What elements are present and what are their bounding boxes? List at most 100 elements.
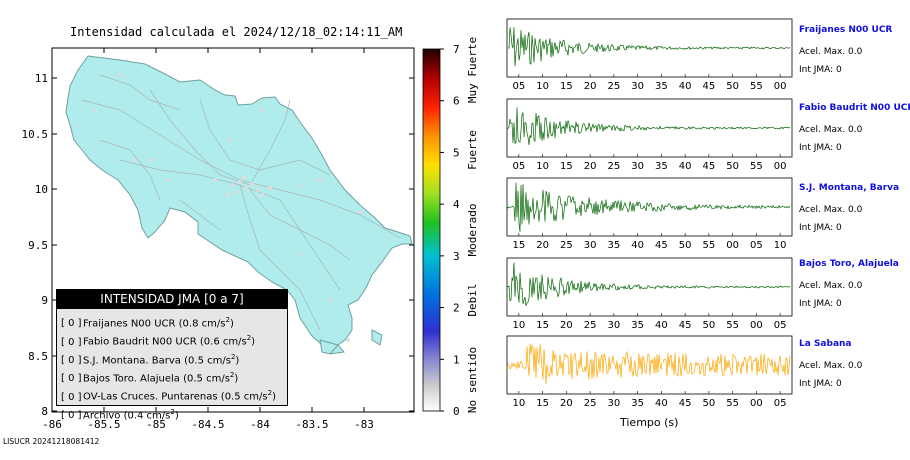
time-tick-label: 25 <box>608 161 621 172</box>
time-tick-label: 15 <box>560 161 573 172</box>
waveform-trace <box>507 262 791 306</box>
time-tick-label: 25 <box>560 240 573 251</box>
scale-category-label: Debil <box>466 283 479 316</box>
time-tick-label: 55 <box>703 240 716 251</box>
time-tick-label: 05 <box>513 161 526 172</box>
time-tick-label: 00 <box>774 81 787 92</box>
time-tick-label: 15 <box>513 240 526 251</box>
scale-tick-label: 7 <box>453 43 460 56</box>
time-tick-label: 30 <box>631 161 644 172</box>
time-tick-label: 20 <box>584 161 597 172</box>
time-tick-label: 25 <box>584 320 597 331</box>
lon-tick-label: -85 <box>146 418 166 431</box>
jma-intensity: Int JMA: 0 <box>799 223 842 233</box>
time-tick-label: 40 <box>631 240 644 251</box>
scale-category-label: Moderado <box>466 204 479 257</box>
time-tick-label: 00 <box>726 240 739 251</box>
legend-item: [ 0 ]Bajos Toro. Alajuela (0.5 cm/s2) <box>61 370 239 385</box>
legend-item: [ 0 ]Fabio Baudrit N00 UCR (0.6 cm/s2) <box>61 334 256 348</box>
time-tick-label: 15 <box>560 81 573 92</box>
time-tick-label: 35 <box>655 161 668 172</box>
max-acceleration: Acel. Max. 0.0 <box>799 361 863 371</box>
jma-intensity: Int JMA: 0 <box>799 379 842 389</box>
legend-title: INTENSIDAD JMA [0 a 7] <box>57 290 287 309</box>
time-tick-label: 35 <box>631 320 644 331</box>
time-tick-label: 50 <box>726 161 739 172</box>
scale-tick-label: 6 <box>453 95 460 108</box>
waveform-panel: 10 15 20 25 30 35 40 45 50 55 00 05 <box>506 335 793 409</box>
lat-tick-label: 11 <box>35 72 48 85</box>
lon-tick-label: -86 <box>42 418 62 431</box>
scale-category-label: No sentido <box>466 347 479 413</box>
scale-category-label: Fuerte <box>466 130 479 170</box>
time-tick-label: 25 <box>608 81 621 92</box>
jma-intensity: Int JMA: 0 <box>799 299 842 309</box>
scale-tick-label: 2 <box>453 302 460 315</box>
jma-intensity: Int JMA: 0 <box>799 65 842 75</box>
map-title: Intensidad calculada el 2024/12/18_02:14… <box>70 25 403 39</box>
time-tick-label: 55 <box>726 398 739 409</box>
time-tick-label: 45 <box>655 240 668 251</box>
scale-tick-label: 3 <box>453 250 460 263</box>
time-tick-label: 55 <box>726 320 739 331</box>
lat-tick-label: 9 <box>41 294 48 307</box>
time-tick-label: 05 <box>513 81 526 92</box>
lon-tick-label: -83.5 <box>295 418 328 431</box>
time-tick-label: 40 <box>655 398 668 409</box>
time-tick-label: 50 <box>703 398 716 409</box>
time-tick-label: 10 <box>513 398 526 409</box>
scale-tick-label: 0 <box>453 405 460 418</box>
time-tick-label: 20 <box>536 240 549 251</box>
scale-category-label: Muy Fuerte <box>466 37 479 103</box>
footer-id: LISUCR 20241218081412 <box>3 437 100 446</box>
station-name: S.J. Montana, Barva <box>799 183 900 193</box>
station-points <box>93 73 362 342</box>
time-tick-label: 20 <box>584 81 597 92</box>
waveform-panel: 15 20 25 30 35 40 45 50 55 00 05 10 <box>506 177 793 251</box>
station-name: Fraijanes N00 UCR <box>799 25 893 35</box>
time-tick-label: 20 <box>560 398 573 409</box>
lat-tick-label: 8 <box>41 405 48 418</box>
time-tick-label: 50 <box>726 81 739 92</box>
time-tick-label: 20 <box>560 320 573 331</box>
max-acceleration: Acel. Max. 0.0 <box>799 47 863 57</box>
time-tick-label: 35 <box>608 240 621 251</box>
lat-tick-label: 10 <box>35 183 48 196</box>
scale-tick-label: 5 <box>453 146 460 159</box>
time-axis-label: Tiempo (s) <box>620 416 679 429</box>
time-tick-label: 55 <box>750 81 763 92</box>
time-tick-label: 55 <box>750 161 763 172</box>
time-tick-label: 45 <box>679 320 692 331</box>
waveform-trace <box>507 343 791 385</box>
time-tick-label: 45 <box>703 81 716 92</box>
waveform-trace <box>507 107 791 145</box>
waveform-trace <box>507 27 791 67</box>
waveform-panel: 10 15 20 25 30 35 40 45 50 55 00 05 <box>506 257 793 331</box>
time-tick-label: 00 <box>774 161 787 172</box>
time-tick-label: 05 <box>750 240 763 251</box>
time-tick-label: 30 <box>631 81 644 92</box>
legend-item: [ 0 ]Archivo (0.4 cm/s2) <box>61 407 179 421</box>
time-tick-label: 10 <box>513 320 526 331</box>
max-acceleration: Acel. Max. 0.0 <box>799 125 863 135</box>
time-tick-label: 40 <box>655 320 668 331</box>
station-name: Fabio Baudrit N00 UCR <box>799 103 910 113</box>
lon-tick-label: -84.5 <box>191 418 224 431</box>
waveform-trace <box>507 182 791 232</box>
map-axes: 11 10.5 10 9.5 9 8.5 8-86 -85.5 -85 -84.5 -84 -83.5… <box>22 48 414 431</box>
lat-tick-label: 8.5 <box>28 350 48 363</box>
legend-item: [ 0 ]Fraijanes N00 UCR (0.8 cm/s2) <box>61 316 234 330</box>
time-tick-label: 00 <box>750 398 763 409</box>
time-tick-label: 50 <box>703 320 716 331</box>
time-tick-label: 35 <box>631 398 644 409</box>
jma-intensity: Int JMA: 0 <box>799 143 842 153</box>
time-tick-label: 10 <box>536 161 549 172</box>
time-tick-label: 50 <box>679 240 692 251</box>
time-tick-label: 25 <box>584 398 597 409</box>
time-tick-label: 10 <box>774 240 787 251</box>
color-bar <box>422 48 441 412</box>
intensity-legend: INTENSIDAD JMA [0 a 7] [ 0 ]Fraijanes N0… <box>56 289 288 421</box>
time-tick-label: 15 <box>536 398 549 409</box>
station-name: Bajos Toro, Alajuela <box>799 259 899 269</box>
